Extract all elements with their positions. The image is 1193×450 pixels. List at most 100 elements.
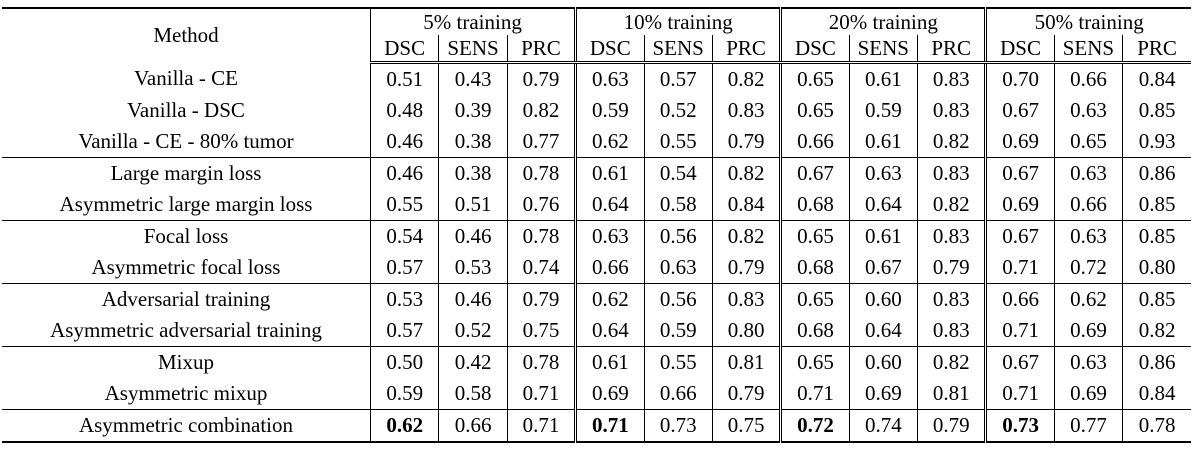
value-cell: 0.81	[711, 346, 781, 378]
value-cell: 0.55	[643, 126, 713, 158]
value-cell: 0.59	[574, 95, 644, 126]
metric-header-sens: SENS	[438, 35, 508, 64]
metric-header-dsc: DSC	[574, 35, 644, 64]
group-header-50pct-training: 50% training	[984, 8, 1191, 35]
method-cell: Vanilla - DSC	[2, 95, 371, 126]
value-cell: 0.52	[643, 95, 713, 126]
value-cell: 0.82	[916, 126, 986, 158]
value-cell: 0.67	[984, 220, 1055, 252]
value-cell: 0.69	[848, 378, 918, 410]
value-cell: 0.65	[1053, 126, 1123, 158]
value-cell: 0.63	[1053, 157, 1123, 189]
value-cell: 0.67	[984, 346, 1055, 378]
value-cell: 0.75	[506, 315, 576, 347]
value-cell: 0.85	[1122, 283, 1191, 315]
value-cell: 0.46	[369, 157, 439, 189]
value-cell: 0.56	[643, 283, 713, 315]
value-cell: 0.71	[984, 252, 1055, 284]
value-cell: 0.84	[1122, 62, 1191, 95]
value-cell: 0.39	[438, 95, 508, 126]
value-cell: 0.48	[369, 95, 439, 126]
value-cell: 0.86	[1122, 346, 1191, 378]
table-header: Method 5% training 10% training 20% trai…	[2, 8, 1191, 64]
value-cell: 0.79	[711, 252, 781, 284]
value-cell: 0.73	[984, 409, 1055, 443]
table-row: Mixup 0.50 0.42 0.78 0.61 0.55 0.81 0.65 0.60 0.8…	[2, 346, 1191, 378]
value-cell: 0.69	[574, 378, 644, 410]
value-cell: 0.50	[369, 346, 439, 378]
method-cell: Asymmetric large margin loss	[2, 189, 371, 221]
value-cell: 0.66	[779, 126, 850, 158]
value-cell: 0.76	[506, 189, 576, 221]
metric-header-dsc: DSC	[984, 35, 1055, 64]
metric-header-dsc: DSC	[369, 35, 439, 64]
table-row: Adversarial training 0.53 0.46 0.79 0.62 0.56…	[2, 283, 1191, 315]
value-cell: 0.83	[916, 95, 986, 126]
value-cell: 0.75	[711, 409, 781, 443]
value-cell: 0.55	[369, 189, 439, 221]
value-cell: 0.38	[438, 126, 508, 158]
value-cell: 0.83	[916, 62, 986, 95]
value-cell: 0.66	[574, 252, 644, 284]
table-row: Asymmetric large margin loss 0.55 0.51 0.76…	[2, 189, 1191, 221]
value-cell: 0.64	[574, 315, 644, 347]
value-cell: 0.85	[1122, 95, 1191, 126]
value-cell: 0.65	[779, 62, 850, 95]
value-cell: 0.69	[1053, 378, 1123, 410]
value-cell: 0.69	[1053, 315, 1123, 347]
value-cell: 0.82	[916, 346, 986, 378]
metric-header-prc: PRC	[506, 35, 576, 64]
value-cell: 0.82	[711, 220, 781, 252]
value-cell: 0.85	[1122, 220, 1191, 252]
value-cell: 0.52	[438, 315, 508, 347]
value-cell: 0.84	[1122, 378, 1191, 410]
value-cell: 0.78	[506, 220, 576, 252]
table-row: Focal loss 0.54 0.46 0.78 0.63 0.56 0.82 0.65 0.…	[2, 220, 1191, 252]
value-cell: 0.59	[848, 95, 918, 126]
value-cell: 0.57	[369, 315, 439, 347]
value-cell: 0.83	[711, 95, 781, 126]
value-cell: 0.61	[848, 126, 918, 158]
value-cell: 0.43	[438, 62, 508, 95]
value-cell: 0.66	[1053, 62, 1123, 95]
value-cell: 0.73	[643, 409, 713, 443]
value-cell: 0.93	[1122, 126, 1191, 158]
value-cell: 0.46	[438, 283, 508, 315]
value-cell: 0.63	[1053, 95, 1123, 126]
table-row: Asymmetric adversarial training 0.57 0.52 0…	[2, 315, 1191, 347]
value-cell: 0.66	[438, 409, 508, 443]
value-cell: 0.72	[779, 409, 850, 443]
metric-header-sens: SENS	[1053, 35, 1123, 64]
value-cell: 0.71	[984, 315, 1055, 347]
value-cell: 0.65	[779, 95, 850, 126]
value-cell: 0.57	[369, 252, 439, 284]
table-row: Large margin loss 0.46 0.38 0.78 0.61 0.54 0.8…	[2, 157, 1191, 189]
value-cell: 0.38	[438, 157, 508, 189]
value-cell: 0.66	[643, 378, 713, 410]
value-cell: 0.74	[848, 409, 918, 443]
value-cell: 0.78	[506, 346, 576, 378]
table-row: Vanilla - CE 0.51 0.43 0.79 0.63 0.57 0.82 0.65…	[2, 62, 1191, 95]
method-cell: Vanilla - CE	[2, 62, 371, 95]
value-cell: 0.51	[369, 62, 439, 95]
value-cell: 0.64	[574, 189, 644, 221]
value-cell: 0.67	[848, 252, 918, 284]
value-cell: 0.55	[643, 346, 713, 378]
value-cell: 0.71	[984, 378, 1055, 410]
value-cell: 0.60	[848, 283, 918, 315]
value-cell: 0.79	[916, 252, 986, 284]
value-cell: 0.83	[711, 283, 781, 315]
value-cell: 0.83	[916, 283, 986, 315]
method-header: Method	[2, 8, 371, 63]
method-cell: Focal loss	[2, 220, 371, 252]
value-cell: 0.68	[779, 252, 850, 284]
value-cell: 0.58	[438, 378, 508, 410]
value-cell: 0.63	[574, 220, 644, 252]
group-header-10pct-training: 10% training	[574, 8, 781, 35]
value-cell: 0.46	[369, 126, 439, 158]
value-cell: 0.59	[369, 378, 439, 410]
value-cell: 0.66	[1053, 189, 1123, 221]
group-header-5pct-training: 5% training	[369, 8, 576, 35]
value-cell: 0.61	[574, 157, 644, 189]
value-cell: 0.80	[711, 315, 781, 347]
